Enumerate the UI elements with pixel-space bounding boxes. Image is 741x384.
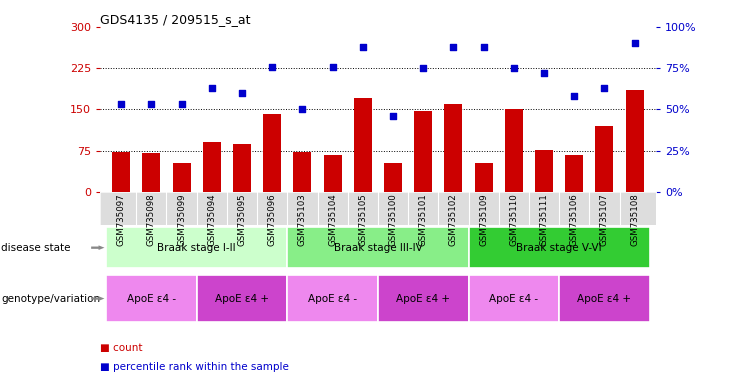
Point: [357, 44, 369, 50]
Text: disease state: disease state: [1, 243, 71, 253]
Bar: [142, 154, 161, 192]
Bar: [378, 275, 468, 322]
Point: [387, 113, 399, 119]
Point: [417, 65, 429, 71]
Text: GSM735108: GSM735108: [630, 194, 639, 247]
Text: Braak stage I-II: Braak stage I-II: [157, 243, 236, 253]
Bar: [474, 163, 493, 192]
Text: GSM735098: GSM735098: [147, 194, 156, 246]
Bar: [203, 142, 221, 192]
Bar: [106, 227, 288, 268]
Bar: [233, 144, 251, 192]
Text: genotype/variation: genotype/variation: [1, 293, 101, 304]
Point: [448, 44, 459, 50]
Bar: [263, 114, 282, 192]
Point: [176, 101, 187, 108]
Bar: [414, 111, 432, 192]
Point: [327, 63, 339, 70]
Text: GSM735099: GSM735099: [177, 194, 186, 246]
Bar: [106, 275, 196, 322]
Bar: [535, 150, 553, 192]
Bar: [353, 98, 372, 192]
Point: [266, 63, 278, 70]
Bar: [384, 163, 402, 192]
Text: ApoE ε4 +: ApoE ε4 +: [215, 293, 269, 304]
Bar: [468, 227, 650, 268]
Point: [206, 85, 218, 91]
Bar: [324, 155, 342, 192]
Point: [508, 65, 519, 71]
Text: ■ percentile rank within the sample: ■ percentile rank within the sample: [100, 362, 289, 372]
Text: Braak stage V-VI: Braak stage V-VI: [516, 243, 602, 253]
Point: [568, 93, 580, 99]
Bar: [468, 275, 559, 322]
Text: GSM735103: GSM735103: [298, 194, 307, 247]
Bar: [112, 152, 130, 192]
Text: GSM735094: GSM735094: [207, 194, 216, 246]
Bar: [445, 104, 462, 192]
Bar: [595, 126, 614, 192]
Text: GSM735106: GSM735106: [570, 194, 579, 247]
Text: GSM735096: GSM735096: [268, 194, 276, 246]
Point: [145, 101, 157, 108]
Text: GSM735111: GSM735111: [539, 194, 548, 247]
Bar: [288, 227, 468, 268]
Text: GSM735100: GSM735100: [388, 194, 397, 247]
Text: ApoE ε4 +: ApoE ε4 +: [396, 293, 451, 304]
Point: [538, 70, 550, 76]
Text: GSM735107: GSM735107: [600, 194, 609, 247]
Point: [478, 44, 490, 50]
Text: GSM735101: GSM735101: [419, 194, 428, 247]
Text: GDS4135 / 209515_s_at: GDS4135 / 209515_s_at: [100, 13, 250, 26]
Text: ApoE ε4 +: ApoE ε4 +: [577, 293, 631, 304]
Text: GSM735109: GSM735109: [479, 194, 488, 246]
Point: [296, 106, 308, 113]
Bar: [505, 109, 523, 192]
Text: GSM735097: GSM735097: [116, 194, 126, 246]
Text: ■ count: ■ count: [100, 343, 142, 353]
Text: GSM735102: GSM735102: [449, 194, 458, 247]
Bar: [293, 152, 311, 192]
Point: [116, 101, 127, 108]
Bar: [565, 155, 583, 192]
Point: [628, 40, 640, 46]
Point: [236, 90, 248, 96]
Bar: [625, 90, 644, 192]
Text: ApoE ε4 -: ApoE ε4 -: [308, 293, 357, 304]
Point: [599, 85, 611, 91]
Text: GSM735105: GSM735105: [359, 194, 368, 247]
Text: GSM735104: GSM735104: [328, 194, 337, 247]
Text: GSM735095: GSM735095: [238, 194, 247, 246]
Bar: [173, 163, 190, 192]
Text: ApoE ε4 -: ApoE ε4 -: [127, 293, 176, 304]
Bar: [288, 275, 378, 322]
Text: Braak stage III-IV: Braak stage III-IV: [333, 243, 422, 253]
Bar: [196, 275, 288, 322]
Bar: [559, 275, 650, 322]
Text: GSM735110: GSM735110: [509, 194, 518, 247]
Text: ApoE ε4 -: ApoE ε4 -: [489, 293, 539, 304]
